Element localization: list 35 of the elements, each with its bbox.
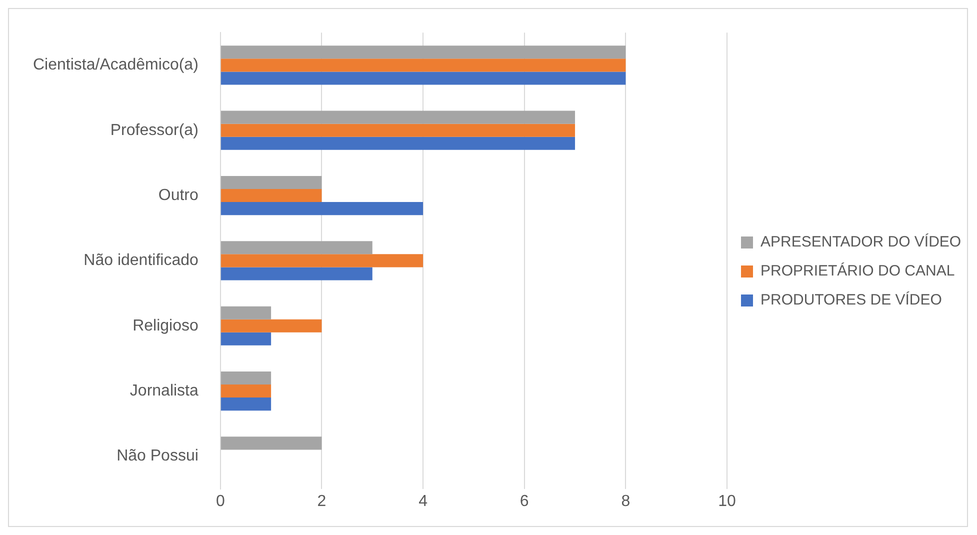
- bar: [220, 319, 322, 332]
- bar: [220, 202, 424, 216]
- x-tick-label: 0: [216, 492, 225, 510]
- bar: [220, 306, 272, 320]
- bar: [220, 176, 322, 190]
- x-tick-label: 4: [418, 492, 428, 510]
- bar: [220, 110, 576, 124]
- y-tick-label: Outro: [158, 186, 198, 204]
- y-tick-label: Cientista/Acadêmico(a): [32, 56, 198, 74]
- bar: [220, 124, 576, 137]
- y-tick-label: Não identificado: [84, 252, 198, 270]
- bar: [220, 72, 626, 85]
- bar: [220, 136, 576, 150]
- y-tick-label: Religioso: [132, 317, 198, 334]
- bar: [220, 398, 272, 411]
- bar: [220, 371, 272, 385]
- legend-label: PRODUTORES DE VÍDEO: [760, 290, 942, 309]
- x-tick-label: 6: [520, 492, 529, 510]
- y-tick-label: Professor(a): [110, 122, 198, 139]
- bar: [220, 189, 322, 202]
- bar: [220, 254, 424, 268]
- legend-label: PROPRIETÁRIO DO CANAL: [760, 262, 955, 280]
- bar: [220, 241, 372, 254]
- bar: [220, 46, 626, 59]
- bar: [220, 267, 372, 280]
- x-tick-label: 8: [621, 492, 630, 510]
- x-tick-label: 10: [718, 492, 736, 510]
- bar: [220, 384, 272, 398]
- x-tick-label: 2: [317, 492, 326, 510]
- legend-label: APRESENTADOR DO VÍDEO: [760, 232, 962, 251]
- y-tick-label: Não Possui: [116, 448, 198, 465]
- bar: [220, 436, 322, 450]
- bar: [220, 58, 626, 72]
- bar: [220, 332, 272, 346]
- y-tick-label: Jornalista: [130, 382, 198, 400]
